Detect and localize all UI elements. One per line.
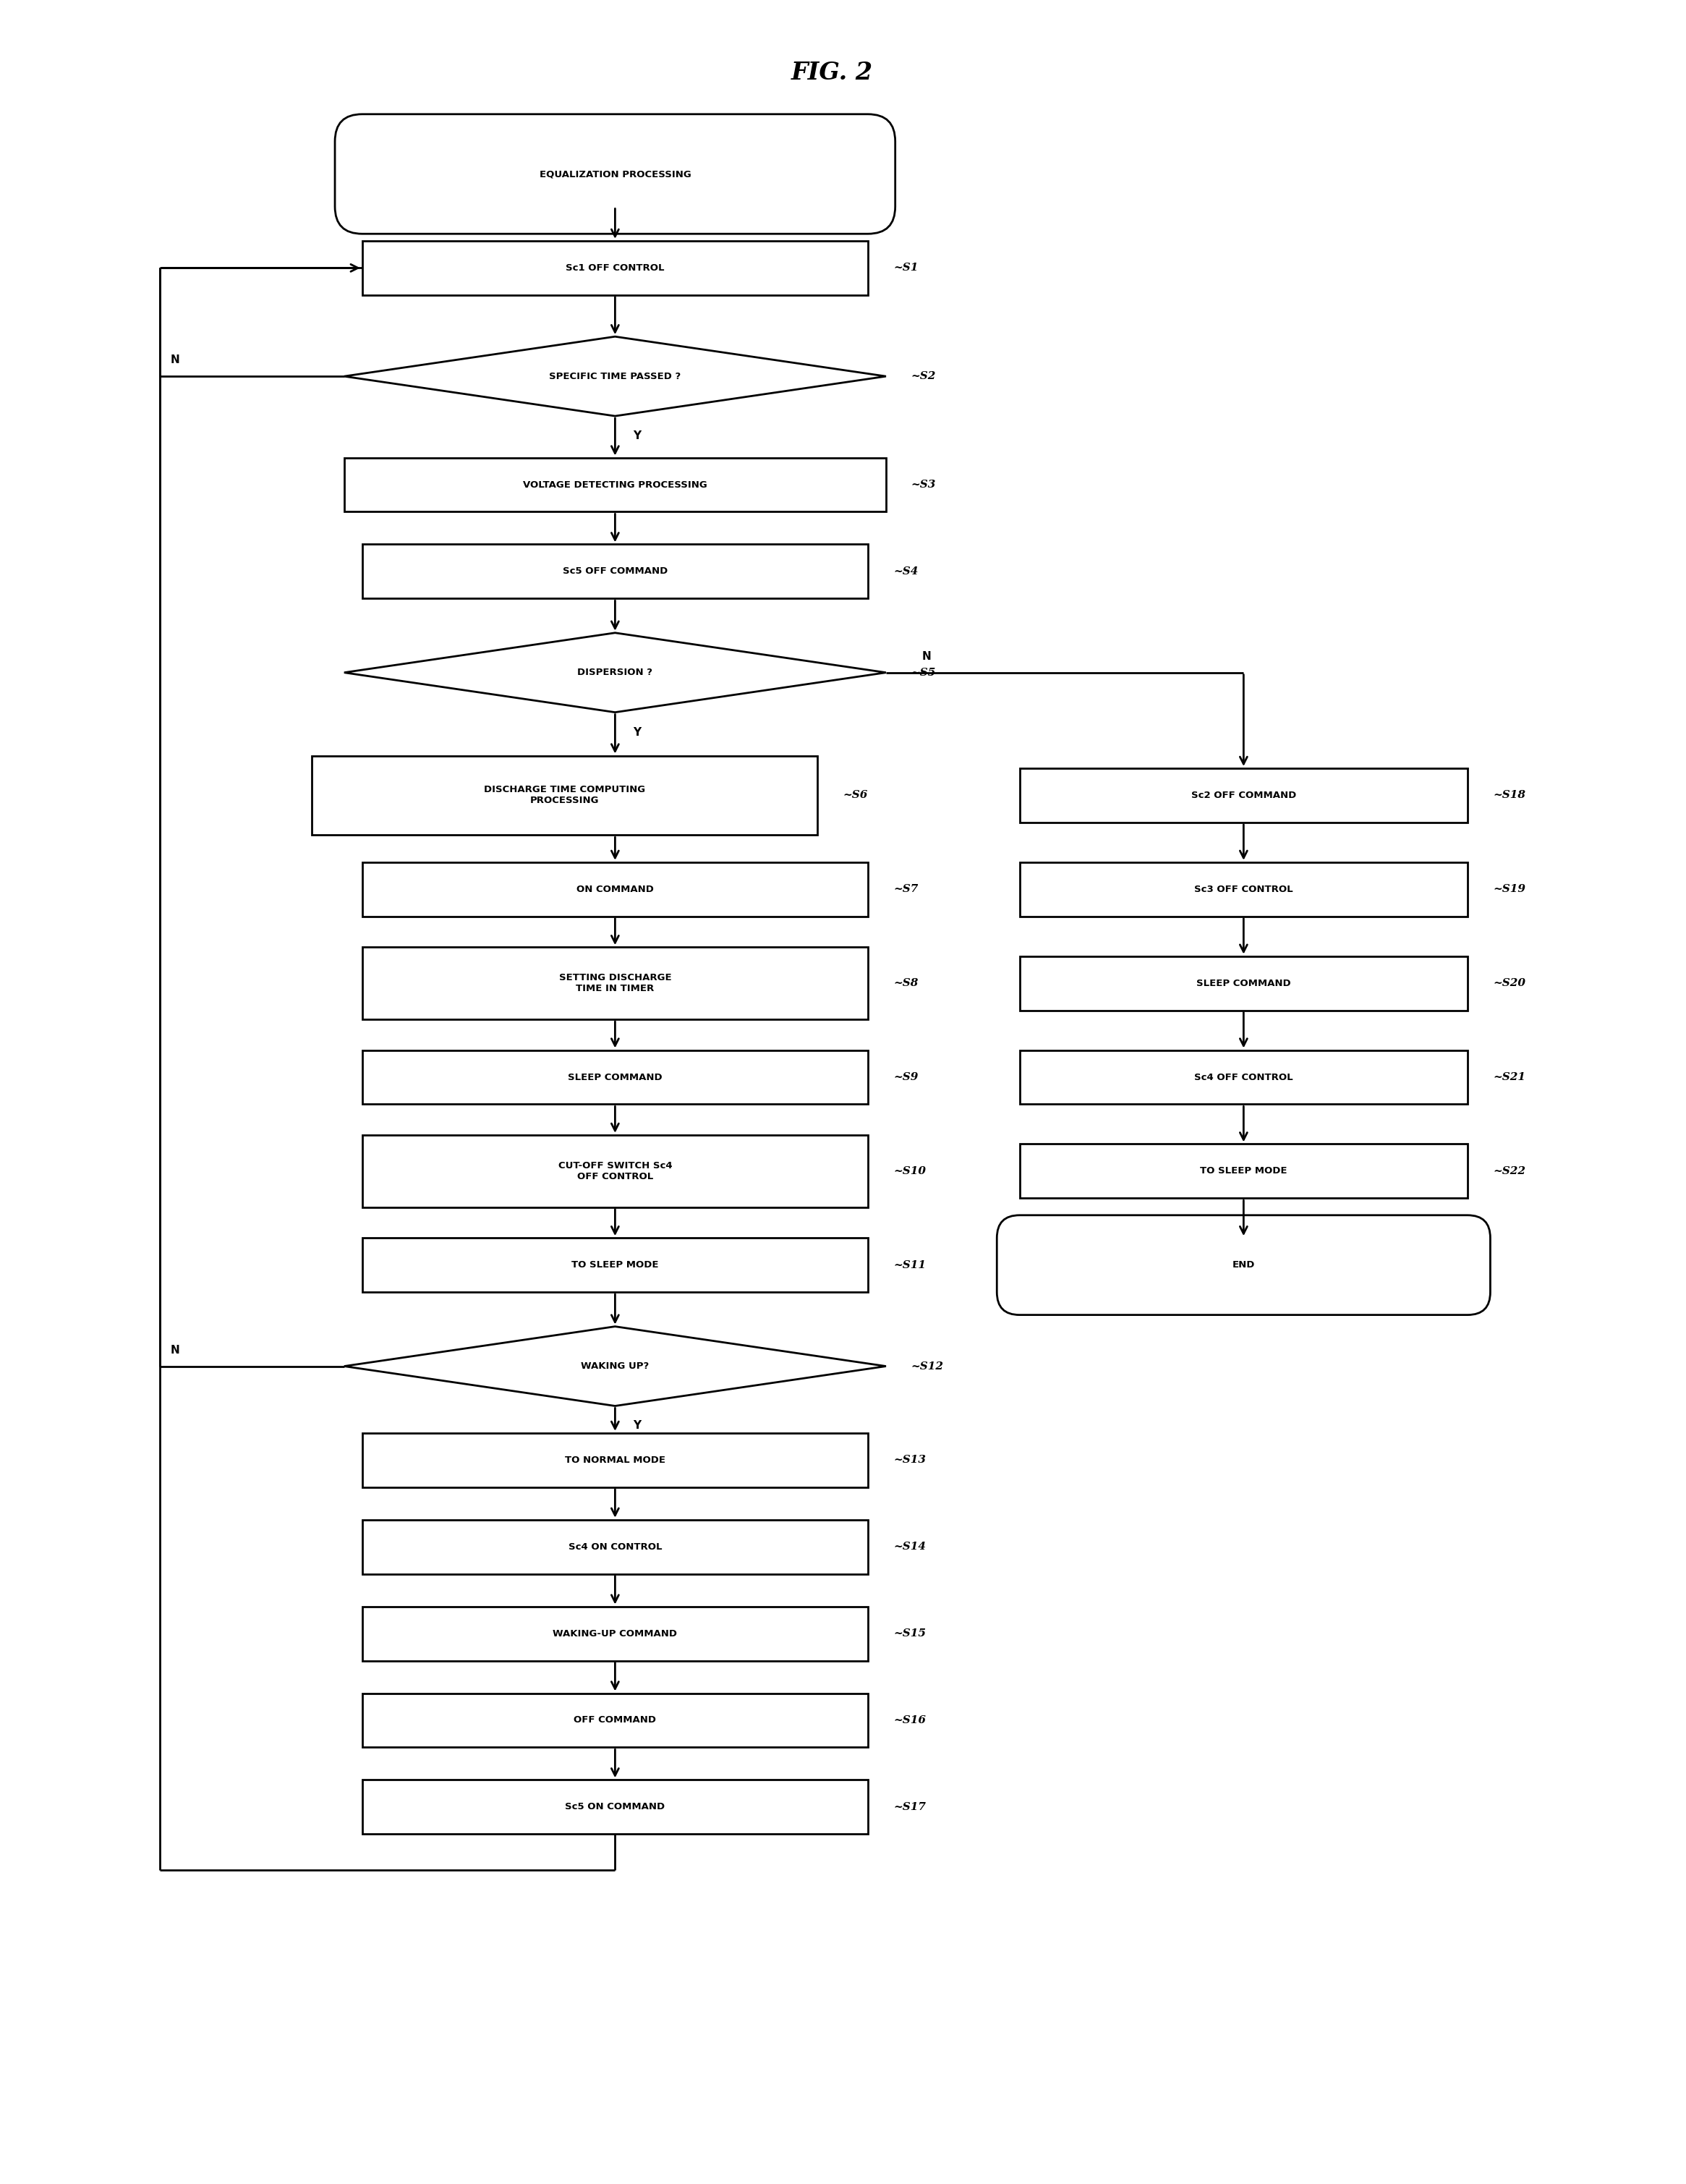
Text: TO SLEEP MODE: TO SLEEP MODE	[572, 1260, 659, 1269]
Text: Y: Y	[634, 1420, 641, 1431]
Polygon shape	[344, 1326, 885, 1406]
Polygon shape	[344, 633, 885, 712]
Text: ~S7: ~S7	[894, 885, 919, 895]
Text: Sc5 ON COMMAND: Sc5 ON COMMAND	[565, 1802, 664, 1813]
FancyBboxPatch shape	[362, 863, 868, 917]
Text: TO NORMAL MODE: TO NORMAL MODE	[565, 1455, 666, 1465]
Text: ON COMMAND: ON COMMAND	[577, 885, 654, 893]
Text: FIG. 2: FIG. 2	[791, 61, 873, 85]
Text: Sc1 OFF CONTROL: Sc1 OFF CONTROL	[566, 264, 664, 273]
Text: ~S4: ~S4	[894, 566, 919, 577]
Text: SPECIFIC TIME PASSED ?: SPECIFIC TIME PASSED ?	[550, 371, 681, 380]
Text: ~S5: ~S5	[910, 668, 936, 677]
FancyBboxPatch shape	[362, 1520, 868, 1575]
Text: Sc2 OFF COMMAND: Sc2 OFF COMMAND	[1190, 791, 1297, 799]
Text: ~S11: ~S11	[894, 1260, 926, 1271]
Text: Y: Y	[634, 430, 641, 441]
Text: ~S1: ~S1	[894, 262, 919, 273]
Text: OFF COMMAND: OFF COMMAND	[573, 1717, 656, 1725]
FancyBboxPatch shape	[1020, 957, 1467, 1011]
Text: ~S10: ~S10	[894, 1166, 926, 1177]
Text: SETTING DISCHARGE
TIME IN TIMER: SETTING DISCHARGE TIME IN TIMER	[558, 974, 671, 994]
FancyBboxPatch shape	[362, 948, 868, 1020]
FancyBboxPatch shape	[996, 1214, 1490, 1315]
FancyBboxPatch shape	[362, 1051, 868, 1105]
Text: SLEEP COMMAND: SLEEP COMMAND	[1197, 978, 1291, 987]
FancyBboxPatch shape	[362, 1238, 868, 1293]
FancyBboxPatch shape	[312, 756, 818, 834]
FancyBboxPatch shape	[344, 459, 885, 511]
Text: ~S17: ~S17	[894, 1802, 926, 1813]
Text: DISPERSION ?: DISPERSION ?	[578, 668, 652, 677]
Text: ~S19: ~S19	[1492, 885, 1526, 895]
Text: N: N	[170, 1345, 180, 1356]
FancyBboxPatch shape	[362, 1780, 868, 1835]
FancyBboxPatch shape	[362, 1607, 868, 1660]
FancyBboxPatch shape	[1020, 863, 1467, 917]
Text: WAKING UP?: WAKING UP?	[582, 1361, 649, 1372]
Text: END: END	[1232, 1260, 1254, 1269]
Text: EQUALIZATION PROCESSING: EQUALIZATION PROCESSING	[540, 170, 691, 179]
Text: ~S16: ~S16	[894, 1714, 926, 1725]
Text: ~S15: ~S15	[894, 1629, 926, 1638]
Text: WAKING-UP COMMAND: WAKING-UP COMMAND	[553, 1629, 678, 1638]
Text: ~S8: ~S8	[894, 978, 919, 989]
FancyBboxPatch shape	[362, 1693, 868, 1747]
Text: ~S18: ~S18	[1492, 791, 1526, 802]
FancyBboxPatch shape	[1020, 1051, 1467, 1105]
FancyBboxPatch shape	[362, 1433, 868, 1487]
Text: Y: Y	[634, 727, 641, 738]
Text: Sc4 OFF CONTROL: Sc4 OFF CONTROL	[1194, 1072, 1293, 1081]
FancyBboxPatch shape	[362, 240, 868, 295]
Text: ~S2: ~S2	[910, 371, 936, 382]
FancyBboxPatch shape	[336, 114, 895, 234]
FancyBboxPatch shape	[362, 1136, 868, 1208]
Text: VOLTAGE DETECTING PROCESSING: VOLTAGE DETECTING PROCESSING	[523, 480, 706, 489]
Text: N: N	[170, 354, 180, 365]
Text: SLEEP COMMAND: SLEEP COMMAND	[568, 1072, 663, 1081]
FancyBboxPatch shape	[1020, 769, 1467, 823]
Text: Sc3 OFF CONTROL: Sc3 OFF CONTROL	[1194, 885, 1293, 893]
FancyBboxPatch shape	[362, 544, 868, 598]
Text: ~S3: ~S3	[910, 480, 936, 489]
Text: ~S12: ~S12	[910, 1361, 944, 1372]
Text: ~S14: ~S14	[894, 1542, 926, 1553]
Text: ~S21: ~S21	[1492, 1072, 1526, 1083]
Text: ~S13: ~S13	[894, 1455, 926, 1465]
Text: ~S6: ~S6	[843, 791, 868, 802]
Text: DISCHARGE TIME COMPUTING
PROCESSING: DISCHARGE TIME COMPUTING PROCESSING	[484, 786, 646, 806]
Text: Sc4 ON CONTROL: Sc4 ON CONTROL	[568, 1542, 663, 1551]
FancyBboxPatch shape	[1020, 1144, 1467, 1199]
Text: TO SLEEP MODE: TO SLEEP MODE	[1200, 1166, 1286, 1175]
Text: Sc5 OFF COMMAND: Sc5 OFF COMMAND	[563, 566, 668, 577]
Text: ~S20: ~S20	[1492, 978, 1526, 989]
Text: N: N	[922, 651, 931, 662]
Text: ~S9: ~S9	[894, 1072, 919, 1083]
Text: CUT-OFF SWITCH Sc4
OFF CONTROL: CUT-OFF SWITCH Sc4 OFF CONTROL	[558, 1162, 673, 1182]
Polygon shape	[344, 336, 885, 415]
Text: ~S22: ~S22	[1492, 1166, 1526, 1177]
